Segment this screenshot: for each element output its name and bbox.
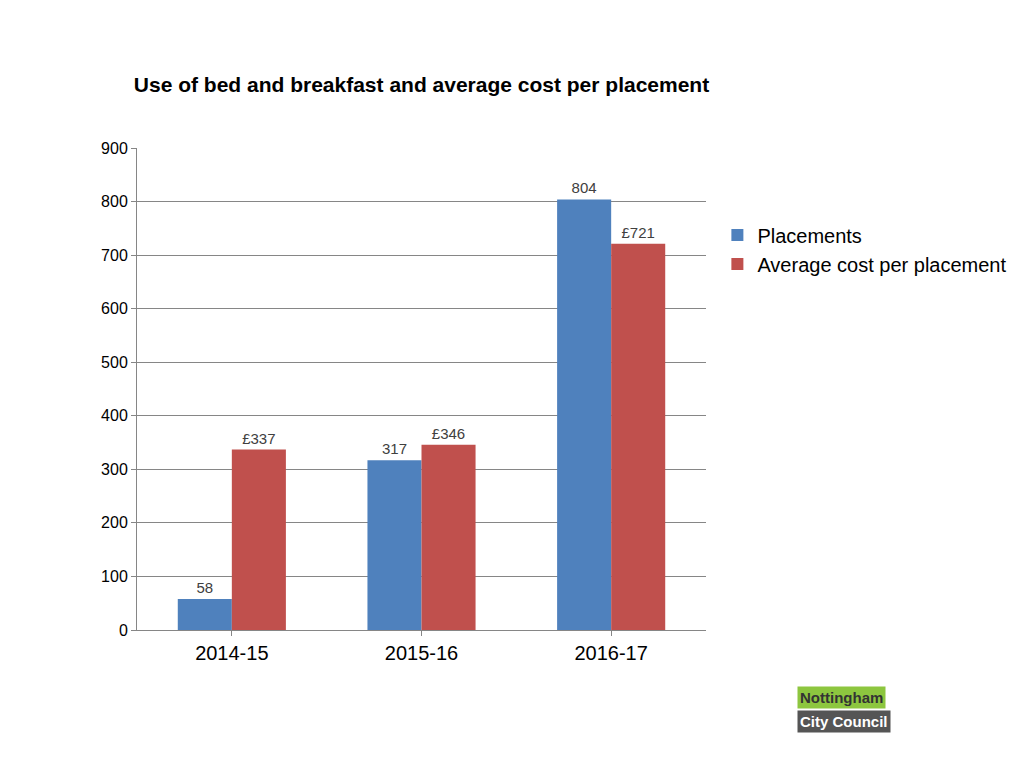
svg-text:804: 804 — [572, 179, 597, 196]
svg-text:City Council: City Council — [800, 713, 888, 730]
svg-text:2014-15: 2014-15 — [195, 642, 268, 664]
svg-text:700: 700 — [101, 247, 128, 264]
svg-text:600: 600 — [101, 300, 128, 317]
svg-text:Placements: Placements — [757, 225, 862, 247]
svg-text:£721: £721 — [622, 224, 655, 241]
svg-text:100: 100 — [101, 568, 128, 585]
svg-text:900: 900 — [101, 140, 128, 157]
svg-text:0: 0 — [119, 622, 128, 639]
svg-text:800: 800 — [101, 193, 128, 210]
svg-text:2016-17: 2016-17 — [574, 642, 647, 664]
svg-text:500: 500 — [101, 354, 128, 371]
svg-text:Use of bed and breakfast and a: Use of bed and breakfast and average cos… — [134, 73, 709, 96]
svg-text:Average cost per placement: Average cost per placement — [757, 254, 1006, 276]
svg-text:58: 58 — [196, 579, 213, 596]
svg-text:2015-16: 2015-16 — [385, 642, 458, 664]
svg-text:£337: £337 — [242, 430, 275, 447]
svg-text:Nottingham: Nottingham — [800, 689, 883, 706]
svg-text:£346: £346 — [432, 425, 465, 442]
svg-text:300: 300 — [101, 461, 128, 478]
svg-text:400: 400 — [101, 407, 128, 424]
svg-text:317: 317 — [382, 440, 407, 457]
svg-text:200: 200 — [101, 514, 128, 531]
